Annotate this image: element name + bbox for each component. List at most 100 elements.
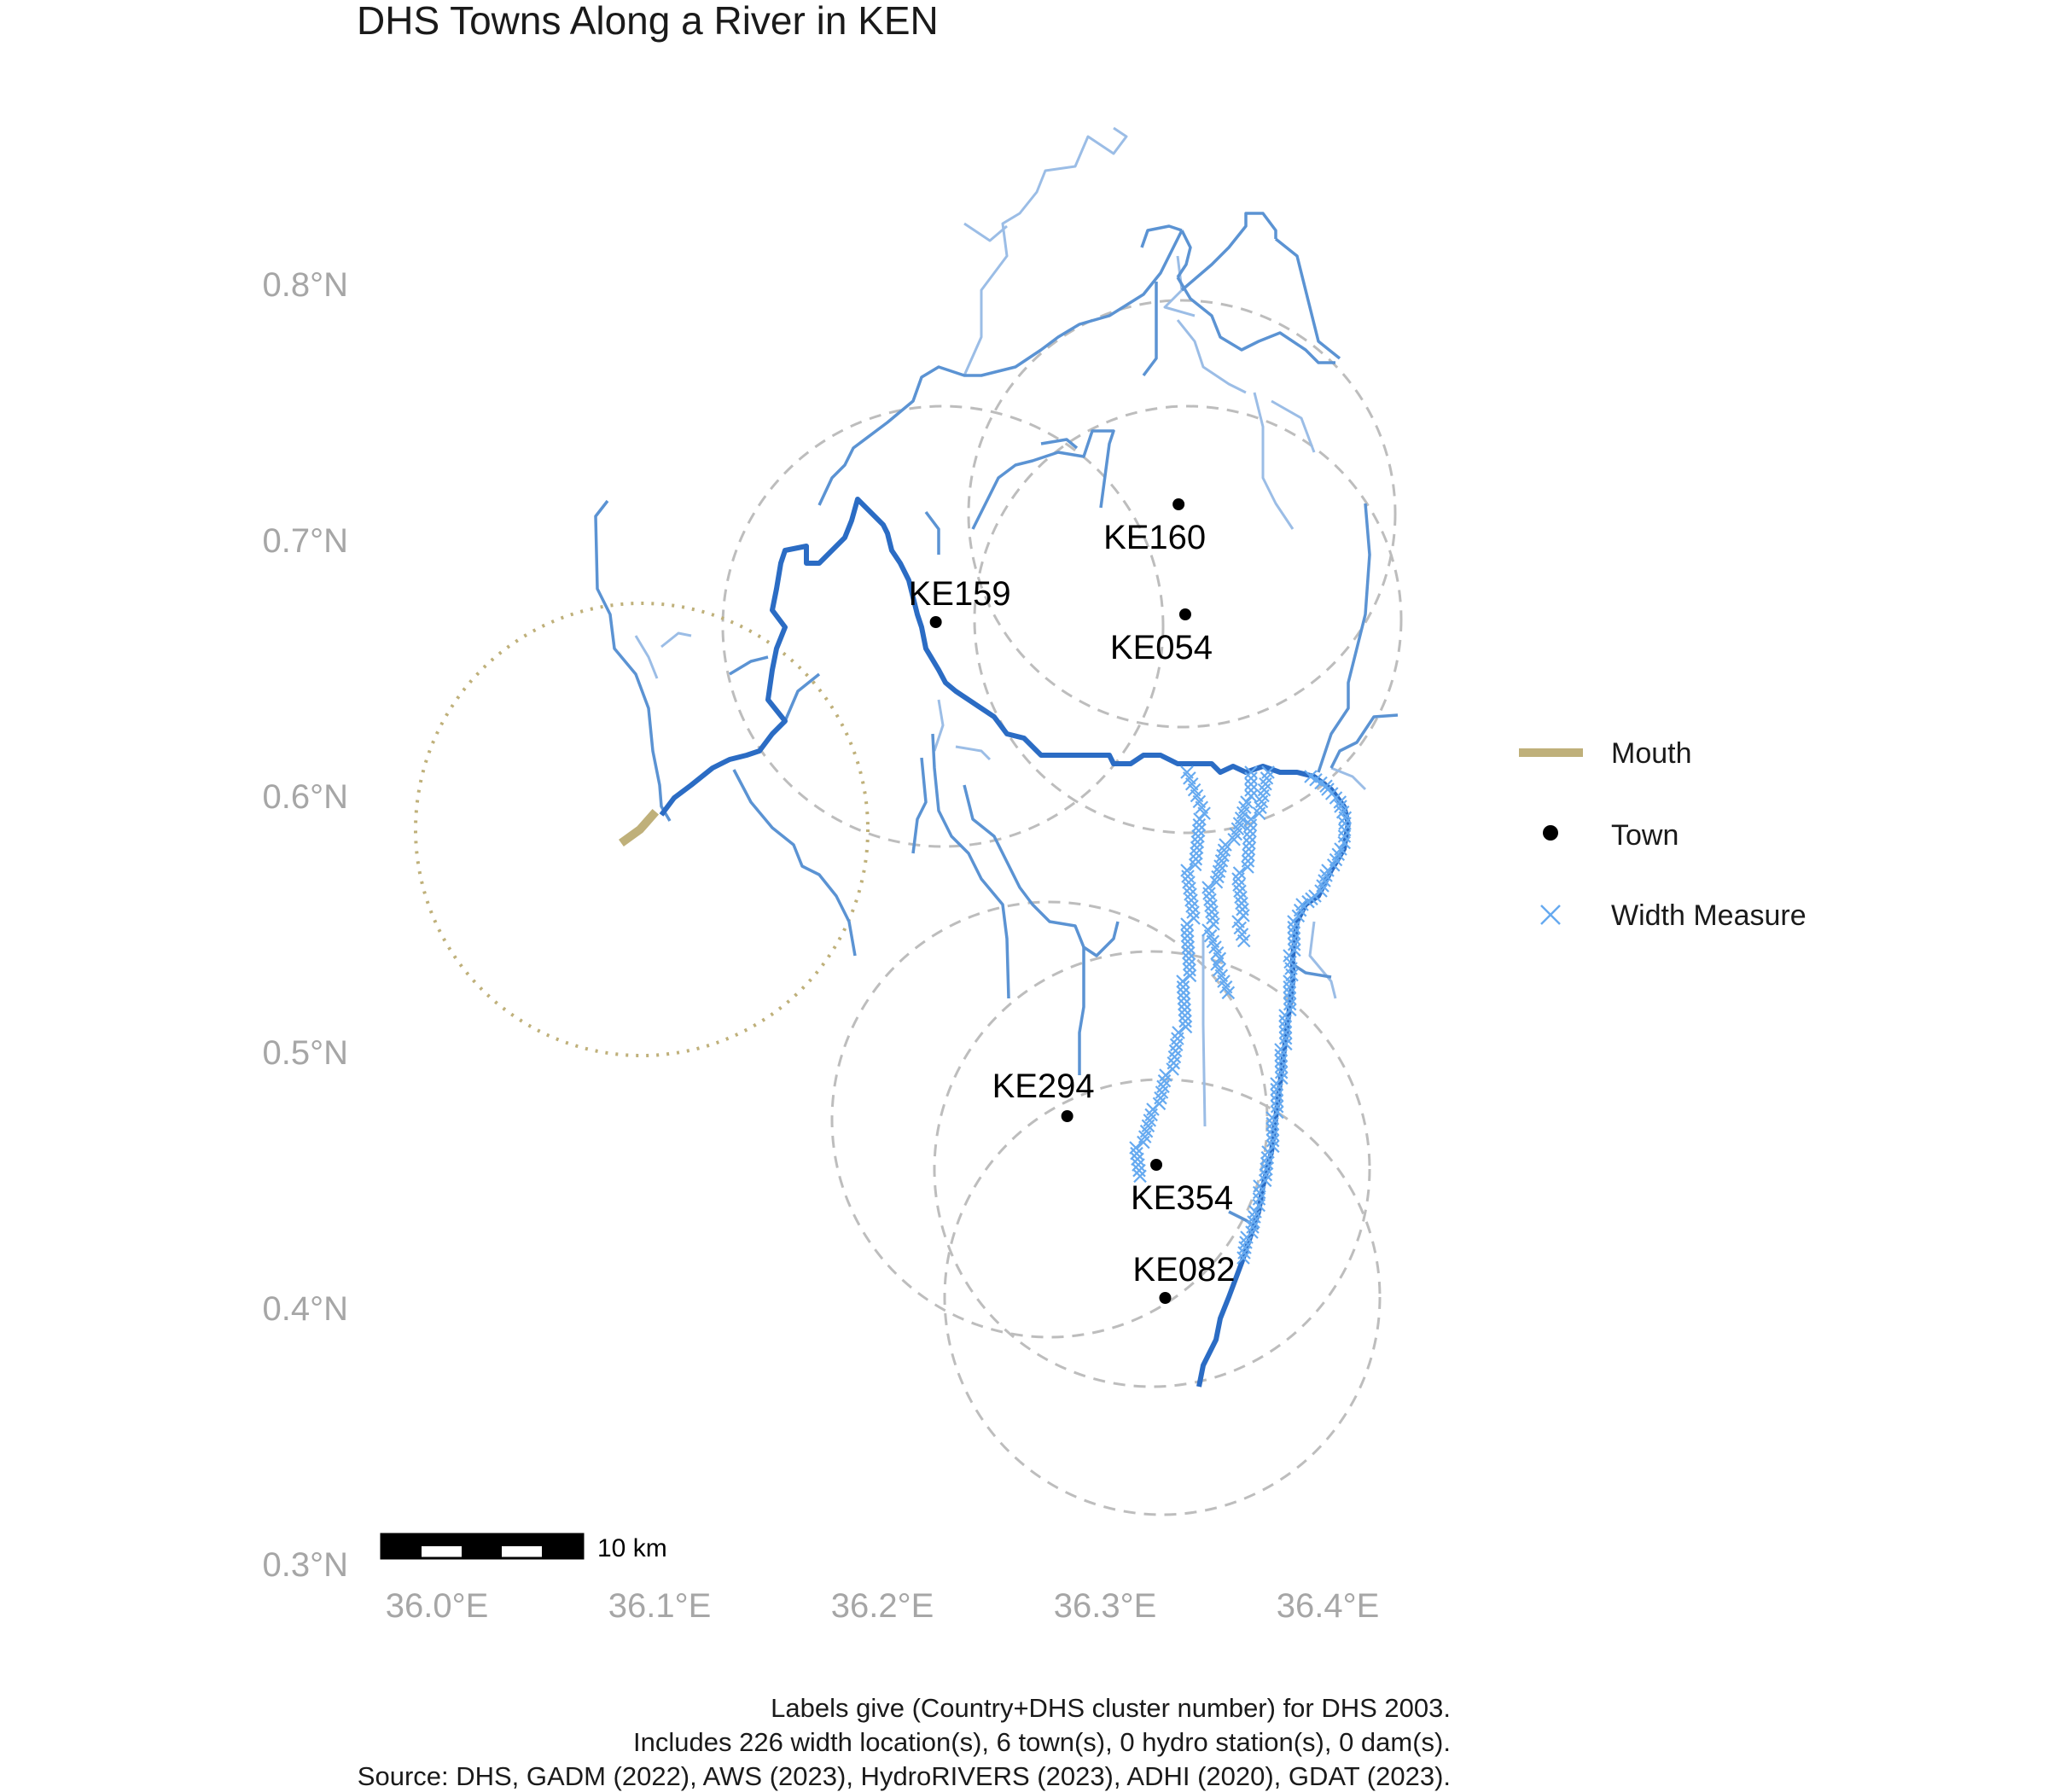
river-minor-segment — [963, 126, 1128, 376]
width-measure-marker — [1274, 1065, 1289, 1079]
width-measure-marker — [1236, 1251, 1250, 1265]
river-medium-segment — [1317, 503, 1371, 773]
width-measure-marker — [1183, 969, 1197, 983]
width-measure-marker — [1244, 812, 1258, 826]
width-measure-marker — [1278, 1026, 1293, 1039]
width-measure-marker — [1178, 1014, 1192, 1028]
width-measure-marker — [1261, 1145, 1275, 1159]
legend: Mouth Town Width Measure — [1519, 737, 1807, 932]
river-minor-segment — [1253, 392, 1295, 530]
y-tick-label: 0.7°N — [263, 522, 349, 560]
width-measure-marker — [1191, 829, 1205, 843]
width-measure-marker — [1242, 830, 1257, 844]
town-marker-ke294 — [1061, 1110, 1073, 1122]
y-tick-label: 0.8°N — [263, 266, 349, 304]
width-measure-marker — [1190, 835, 1205, 849]
town-label-ke082: KE082 — [1132, 1251, 1235, 1289]
width-measure-marker — [1287, 926, 1301, 940]
width-measure-marker — [1189, 852, 1203, 866]
width-measure-marker — [1191, 823, 1206, 838]
width-measure-marker — [1319, 779, 1333, 794]
width-measure-marker — [1180, 928, 1195, 943]
x-tick-label: 36.1°E — [608, 1587, 712, 1625]
town-marker-ke159 — [929, 616, 942, 628]
caption-line-2: Includes 226 width location(s), 6 town(s… — [633, 1727, 1451, 1757]
width-measure-marker — [1252, 1192, 1266, 1206]
width-measure-marker — [1265, 1111, 1279, 1125]
river-main-segment — [659, 497, 1351, 1388]
river-medium-segment — [1140, 224, 1183, 248]
river-minor-segment — [933, 699, 945, 752]
width-measure-marker — [1221, 986, 1236, 1000]
width-measure-marker — [1190, 841, 1204, 855]
town-layer: KE160 KE159 KE054 KE294 KE354 KE082 — [909, 498, 1236, 1304]
width-measure-marker — [1242, 848, 1255, 862]
width-measure-marker — [1260, 1162, 1273, 1176]
river-medium-segment — [1176, 230, 1192, 278]
river-medium-segment — [963, 784, 1120, 957]
river-medium-segment — [1180, 212, 1277, 292]
width-measure-marker — [1283, 992, 1297, 1005]
town-marker-ke160 — [1172, 498, 1185, 510]
buffer-circle-ke160 — [967, 299, 1397, 729]
width-measure-marker — [1180, 923, 1194, 937]
width-measure-marker — [1190, 847, 1203, 860]
width-measure-marker — [1274, 1054, 1289, 1068]
width-measure-marker — [1211, 870, 1225, 884]
width-measure-marker — [1241, 860, 1254, 874]
width-measure-marker — [1244, 771, 1258, 785]
width-measure-marker — [1176, 980, 1190, 994]
width-measure-marker — [1132, 1158, 1145, 1172]
y-tick-label: 0.6°N — [263, 778, 349, 816]
town-label-ke054: KE054 — [1110, 629, 1213, 666]
river-minor-segment — [660, 631, 692, 649]
width-measure-marker — [1287, 920, 1300, 934]
scale-bar-segment — [502, 1534, 542, 1546]
scale-bar-segment — [462, 1534, 502, 1558]
width-measure-marker — [1283, 975, 1296, 988]
width-measure-marker — [1137, 1135, 1150, 1149]
width-measure-marker — [1337, 835, 1352, 850]
width-measure-marker — [1213, 859, 1227, 873]
river-medium-segment — [783, 672, 821, 722]
width-measure-layer — [1129, 765, 1353, 1265]
river-medium-segment — [1329, 713, 1399, 769]
width-measure-marker — [1243, 818, 1258, 832]
width-measure-marker — [1333, 795, 1347, 809]
width-measure-marker — [1178, 997, 1191, 1011]
width-measure-marker — [1246, 1220, 1260, 1234]
width-measure-marker — [1265, 1133, 1280, 1148]
width-measure-marker — [1252, 806, 1266, 820]
river-medium-segment — [971, 429, 1115, 530]
width-measure-marker — [1243, 824, 1257, 838]
river-medium-segment — [1176, 276, 1335, 364]
town-label-ke354: KE354 — [1131, 1179, 1233, 1217]
river-medium-segment — [729, 655, 769, 676]
width-measure-marker — [1181, 934, 1195, 949]
legend-town-label: Town — [1611, 819, 1679, 852]
width-measure-marker — [1176, 975, 1190, 988]
river-medium-segment — [911, 757, 928, 854]
width-measure-marker — [1181, 940, 1196, 954]
width-measure-marker — [1133, 1169, 1147, 1184]
river-medium-segment — [817, 230, 1184, 506]
river-medium-segment — [1142, 282, 1158, 377]
width-measure-marker — [1182, 945, 1196, 960]
width-measure-marker — [1270, 1099, 1284, 1114]
width-measure-marker — [1287, 937, 1301, 951]
width-measure-marker — [1338, 817, 1352, 830]
width-measure-marker — [1130, 1146, 1143, 1161]
width-measure-marker — [1183, 963, 1196, 977]
x-tick-label: 36.2°E — [831, 1587, 934, 1625]
river-medium-segment — [924, 510, 940, 555]
width-measure-marker — [1178, 1020, 1193, 1034]
width-measure-marker — [1178, 1009, 1192, 1022]
y-tick-label: 0.3°N — [263, 1546, 349, 1584]
caption-line-1: Labels give (Country+DHS cluster number)… — [771, 1693, 1451, 1723]
width-measure-marker — [1278, 1009, 1292, 1022]
width-measure-marker — [1219, 838, 1232, 852]
legend-town-swatch — [1543, 825, 1558, 841]
buffer-circle-ke354 — [933, 950, 1371, 1388]
river-mouth-segment — [619, 808, 660, 847]
width-measure-marker — [1182, 957, 1196, 971]
